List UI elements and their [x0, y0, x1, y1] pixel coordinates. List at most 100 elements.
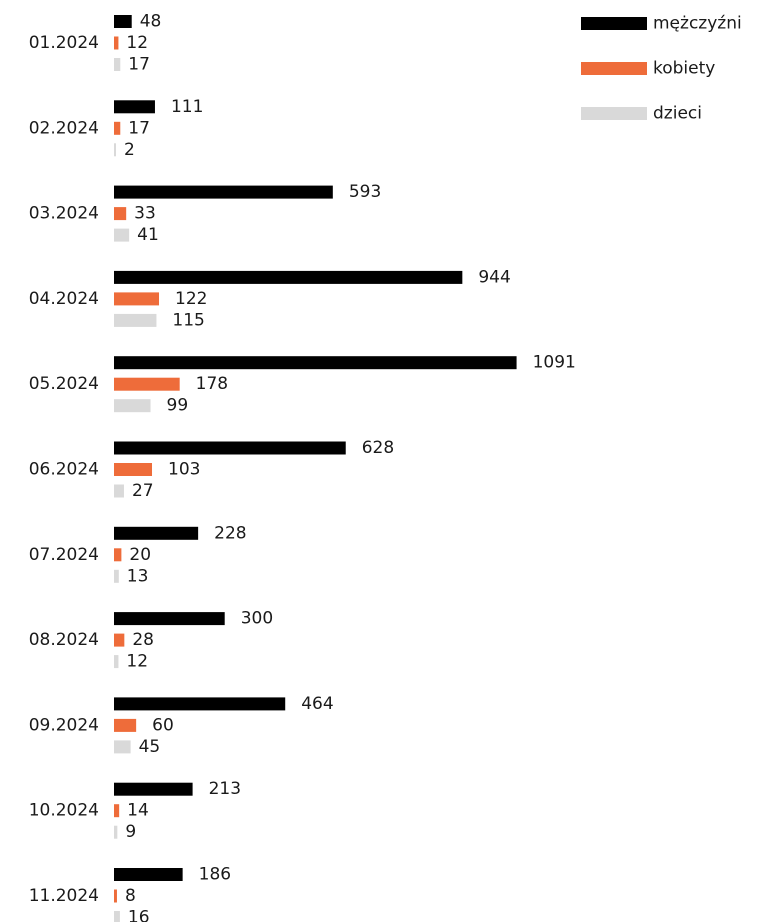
data-label: 115 — [172, 310, 204, 330]
legend-label: kobiety — [653, 59, 715, 79]
bar-kobiety — [114, 804, 120, 818]
legend-item-dzieci: dzieci — [581, 104, 702, 124]
bar-mężczyźni — [114, 185, 333, 199]
bar-dzieci — [114, 228, 130, 242]
category-label: 10.2024 — [29, 801, 99, 821]
bar-mężczyźni — [114, 15, 132, 28]
bar-kobiety — [114, 207, 127, 221]
data-label: 111 — [171, 97, 203, 117]
bar-mężczyźni — [114, 868, 183, 881]
bar-dzieci — [114, 740, 131, 754]
bar-group-06.2024: 06.2024 628 103 27 — [29, 438, 394, 501]
data-label: 9 — [125, 822, 136, 842]
legend-swatch — [581, 17, 647, 30]
data-label: 28 — [132, 630, 154, 650]
data-label: 122 — [175, 289, 207, 309]
bar-kobiety — [114, 292, 160, 306]
data-label: 103 — [168, 460, 200, 480]
data-label: 14 — [127, 801, 149, 821]
bar-dzieci — [114, 313, 157, 327]
bar-kobiety — [114, 718, 137, 732]
bar-dzieci — [114, 484, 124, 498]
bar-mężczyźni — [114, 356, 517, 370]
bar-dzieci — [114, 569, 119, 583]
data-label: 628 — [362, 438, 394, 458]
category-label: 04.2024 — [29, 289, 99, 309]
data-label: 27 — [132, 481, 154, 501]
data-label: 99 — [167, 396, 189, 416]
data-label: 8 — [125, 886, 136, 906]
bar-group-02.2024: 02.2024 111 172 — [29, 97, 204, 160]
category-label: 01.2024 — [29, 33, 99, 53]
data-label: 2 — [124, 140, 135, 160]
data-label: 12 — [126, 652, 148, 672]
bar-kobiety — [114, 377, 180, 391]
data-label: 60 — [152, 715, 174, 735]
data-label: 300 — [241, 609, 273, 629]
bar-kobiety — [114, 463, 153, 476]
data-label: 1091 — [533, 353, 576, 373]
data-label: 593 — [349, 182, 381, 202]
category-label: 06.2024 — [29, 460, 99, 480]
bar-dzieci — [114, 911, 120, 922]
data-label: 12 — [126, 33, 148, 53]
legend: mężczyźni kobiety dzieci — [581, 14, 742, 124]
data-label: 33 — [134, 204, 156, 224]
category-label: 02.2024 — [29, 118, 99, 138]
data-label: 944 — [478, 267, 510, 287]
data-label: 186 — [199, 865, 231, 885]
category-label: 03.2024 — [29, 204, 99, 224]
bar-dzieci — [114, 825, 118, 839]
bar-group-05.2024: 05.2024 1091 178 99 — [29, 353, 576, 416]
data-label: 13 — [127, 566, 149, 586]
data-label: 16 — [128, 908, 150, 922]
bar-kobiety — [114, 633, 125, 647]
bar-kobiety — [114, 36, 119, 50]
legend-label: mężczyźni — [653, 14, 742, 34]
bar-group-11.2024: 11.2024 186 8 16 — [29, 865, 231, 922]
legend-label: dzieci — [653, 104, 702, 124]
data-label: 17 — [128, 55, 150, 75]
data-label: 464 — [301, 694, 333, 714]
category-label: 09.2024 — [29, 715, 99, 735]
bars-layer: 01.202448121702.202411117203.20245933341… — [29, 12, 576, 922]
bar-mężczyźni — [114, 782, 193, 796]
bar-dzieci — [114, 143, 116, 157]
bar-mężczyźni — [114, 526, 199, 540]
legend-item-kobiety: kobiety — [581, 59, 715, 79]
bar-dzieci — [114, 399, 151, 413]
bar-mężczyźni — [114, 270, 463, 284]
bar-mężczyźni — [114, 697, 286, 711]
data-label: 20 — [129, 545, 151, 565]
legend-swatch — [581, 62, 647, 75]
bar-mężczyźni — [114, 612, 225, 626]
bar-mężczyźni — [114, 100, 155, 114]
data-label: 178 — [196, 374, 228, 394]
category-label: 08.2024 — [29, 630, 99, 650]
data-label: 45 — [139, 737, 161, 757]
bar-mężczyźni — [114, 441, 346, 455]
bar-dzieci — [114, 58, 121, 71]
data-label: 228 — [214, 523, 246, 543]
bar-kobiety — [114, 121, 121, 135]
data-label: 48 — [140, 12, 162, 32]
bar-kobiety — [114, 889, 117, 903]
category-label: 07.2024 — [29, 545, 99, 565]
legend-item-mężczyźni: mężczyźni — [581, 14, 742, 34]
data-label: 213 — [209, 779, 241, 799]
data-label: 17 — [128, 118, 150, 138]
bar-dzieci — [114, 655, 119, 669]
data-label: 41 — [137, 225, 159, 245]
bar-group-10.2024: 10.2024 213 149 — [29, 779, 241, 842]
category-label: 05.2024 — [29, 374, 99, 394]
category-label: 11.2024 — [29, 886, 99, 906]
bar-kobiety — [114, 548, 122, 562]
legend-swatch — [581, 107, 647, 120]
